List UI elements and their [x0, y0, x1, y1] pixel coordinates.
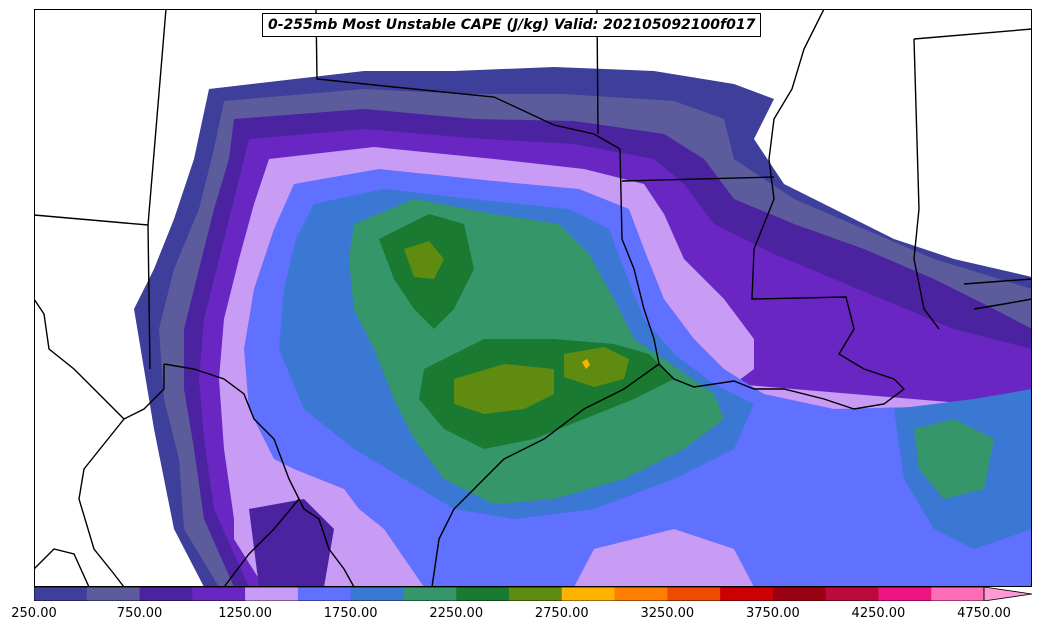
- gulf-coast-tx: [658, 363, 906, 410]
- state-border-nm-co: [34, 9, 167, 226]
- colorbar-extend-arrow: [983, 587, 1033, 601]
- gulf-green-patch: [914, 419, 994, 499]
- colorbar-tick-label: 3750.00: [745, 606, 800, 621]
- colorbar-tick-label: 1750.00: [323, 606, 378, 621]
- cape-band-2500-east: [564, 347, 629, 387]
- cape-band-2500-south: [454, 364, 554, 414]
- map-title: 0-255mb Most Unstable CAPE (J/kg) Valid:…: [262, 13, 762, 37]
- colorbar-segment: [772, 587, 827, 601]
- mexico-state-border-2: [78, 418, 125, 587]
- map-panel: [34, 9, 1032, 587]
- colorbar-segment: [86, 587, 141, 601]
- colorbar-segment: [931, 587, 985, 601]
- cape-contour-map: [34, 9, 1032, 587]
- colorbar-segment: [139, 587, 193, 601]
- colorbar-segment: [297, 587, 352, 601]
- florida-coast: [973, 298, 1032, 310]
- texas-panhandle-west: [147, 224, 151, 370]
- sw-purple-patch: [249, 499, 334, 587]
- cape-band-2500: [404, 241, 444, 279]
- colorbar-segment: [614, 587, 668, 601]
- colorbar: [34, 587, 1033, 601]
- state-border-ar-la: [621, 176, 775, 182]
- colorbar-tick-label: 4750.00: [957, 606, 1011, 621]
- cape-band-2750: [582, 359, 590, 369]
- state-border-ok-ks: [315, 9, 621, 150]
- state-border-tx-ar-la: [619, 148, 660, 365]
- colorbar-segment: [825, 587, 879, 601]
- colorbar-segment: [561, 587, 616, 601]
- colorbar-segment: [245, 587, 299, 601]
- state-border-ms-al: [913, 38, 940, 330]
- colorbar-segment: [192, 587, 246, 601]
- colorbar-tick-label: 2750.00: [534, 606, 589, 621]
- colorbar-tick-label: 4250.00: [851, 606, 906, 621]
- boundary-lines: [34, 9, 1032, 587]
- colorbar-tick-label: 250.00: [11, 606, 57, 621]
- gulf-coast-south-tx: [431, 363, 660, 587]
- colorbar-tick-label: 3250.00: [640, 606, 695, 621]
- colorbar-tick-label: 2250.00: [429, 606, 484, 621]
- cape-field: [134, 67, 1032, 587]
- mexico-state-border-1: [34, 298, 165, 420]
- colorbar-tick-label: 1250.00: [218, 606, 272, 621]
- colorbar-segment: [667, 587, 721, 601]
- mexico-state-border-3: [34, 548, 90, 587]
- rio-grande-border: [163, 363, 355, 587]
- mississippi-river: [751, 9, 895, 380]
- colorbar-tick-label: 750.00: [116, 606, 163, 621]
- colorbar-segment: [34, 587, 88, 601]
- colorbar-segment: [456, 587, 510, 601]
- colorbar-segment: [403, 587, 457, 601]
- gulf-lilac-patch: [574, 529, 754, 587]
- colorbar-segment: [509, 587, 563, 601]
- state-border-al-fl: [963, 278, 1032, 285]
- mexico-state-border-4: [223, 498, 300, 587]
- colorbar-segment: [878, 587, 932, 601]
- state-border-al-ga: [913, 28, 1032, 40]
- colorbar-segment: [350, 587, 404, 601]
- colorbar-outline: [34, 587, 985, 601]
- colorbar-segment: [720, 587, 774, 601]
